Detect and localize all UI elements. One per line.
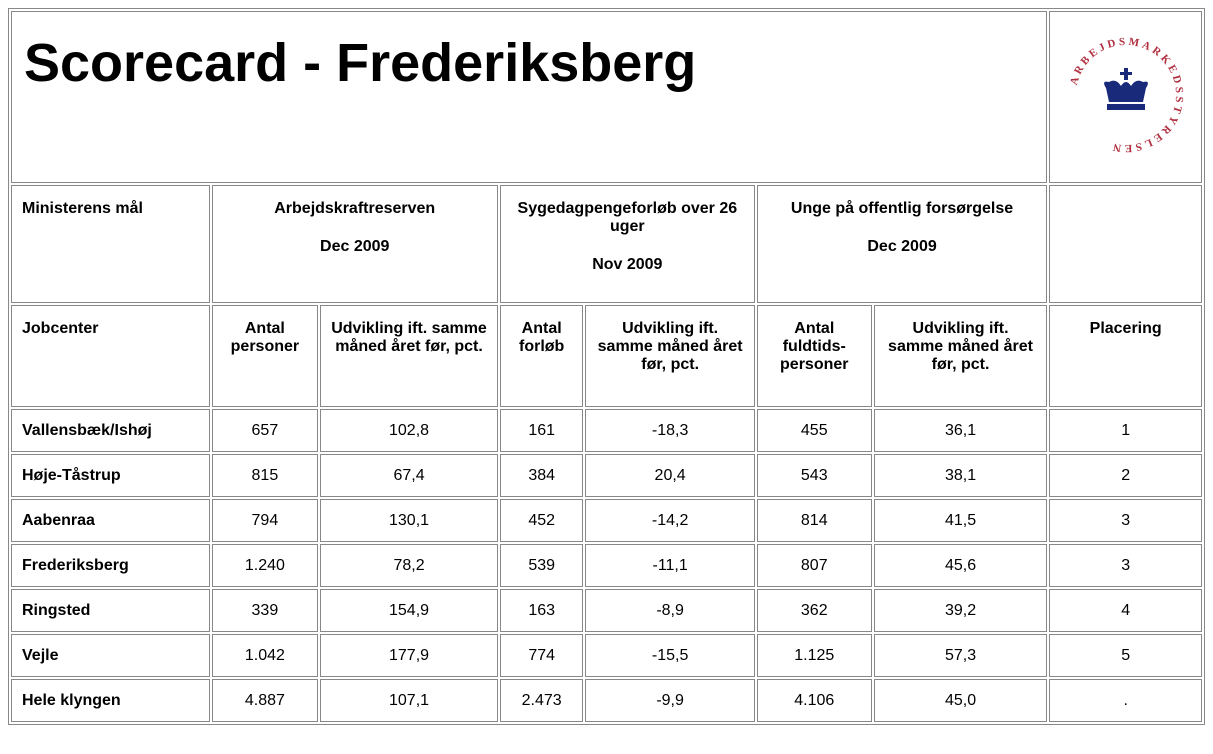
- cell: 814: [756, 499, 872, 542]
- group-date: Nov 2009: [592, 256, 663, 273]
- cell: 539: [499, 544, 584, 587]
- cell: 177,9: [320, 634, 498, 677]
- group-date: Dec 2009: [867, 238, 937, 255]
- column-header: Udvikling ift. samme måned året før, pct…: [873, 305, 1048, 407]
- cell: 384: [499, 454, 584, 497]
- cell: 45,0: [873, 679, 1048, 722]
- cell: 78,2: [320, 544, 498, 587]
- column-header: Udvikling ift. samme måned året før, pct…: [585, 305, 755, 407]
- column-header: Udvikling ift. samme måned året før, pct…: [320, 305, 498, 407]
- column-header: Antal forløb: [499, 305, 584, 407]
- cell: 794: [211, 499, 319, 542]
- cell: -9,9: [585, 679, 755, 722]
- title-row: Scorecard - Frederiksberg ARBEJDSMARKEDS…: [11, 11, 1202, 183]
- data-row: Ringsted 339 154,9 163 -8,9 362 39,2 4: [11, 589, 1202, 632]
- data-row: Hele klyngen 4.887 107,1 2.473 -9,9 4.106 45,0…: [11, 679, 1202, 722]
- group-header: Unge på offentlig forsørgelse Dec 2009: [756, 185, 1048, 303]
- cell: 4: [1049, 589, 1202, 632]
- logo-cell: ARBEJDSMARKEDSSTYRELSEN: [1049, 11, 1202, 183]
- cell: 36,1: [873, 409, 1048, 452]
- cell: 452: [499, 499, 584, 542]
- cell: .: [1049, 679, 1202, 722]
- cell: 4.887: [211, 679, 319, 722]
- column-header: Antal personer: [211, 305, 319, 407]
- cell: 3: [1049, 544, 1202, 587]
- crown: [1103, 67, 1148, 110]
- data-row: Vallensbæk/Ishøj 657 102,8 161 -18,3 455 36,1 1: [11, 409, 1202, 452]
- cell: -8,9: [585, 589, 755, 632]
- table-body: Scorecard - Frederiksberg ARBEJDSMARKEDS…: [11, 11, 1202, 722]
- title: Scorecard - Frederiksberg: [11, 11, 1048, 183]
- cell: 5: [1049, 634, 1202, 677]
- cell: 163: [499, 589, 584, 632]
- cell: 38,1: [873, 454, 1048, 497]
- cell: 339: [211, 589, 319, 632]
- data-row: Frederiksberg 1.240 78,2 539 -11,1 807 45,6 3: [11, 544, 1202, 587]
- cell: 362: [756, 589, 872, 632]
- cell: 41,5: [873, 499, 1048, 542]
- row-label: Jobcenter: [11, 305, 210, 407]
- cell: 1.042: [211, 634, 319, 677]
- cell: 130,1: [320, 499, 498, 542]
- empty-cell: [1049, 185, 1202, 303]
- cell: 45,6: [873, 544, 1048, 587]
- cell: 543: [756, 454, 872, 497]
- group-title: Arbejdskraftreserven: [274, 200, 436, 217]
- cell: 102,8: [320, 409, 498, 452]
- cell: -18,3: [585, 409, 755, 452]
- column-header: Placering: [1049, 305, 1202, 407]
- scorecard-table: Scorecard - Frederiksberg ARBEJDSMARKEDS…: [8, 8, 1205, 725]
- cell: 57,3: [873, 634, 1048, 677]
- row-name: Ringsted: [11, 589, 210, 632]
- cell: 161: [499, 409, 584, 452]
- cell: 815: [211, 454, 319, 497]
- group-title: Unge på offentlig forsørgelse: [790, 200, 1014, 217]
- row-name: Aabenraa: [11, 499, 210, 542]
- cell: -14,2: [585, 499, 755, 542]
- column-row: Jobcenter Antal personer Udvikling ift. s…: [11, 305, 1202, 407]
- cell: 2: [1049, 454, 1202, 497]
- cell: 67,4: [320, 454, 498, 497]
- cell: 39,2: [873, 589, 1048, 632]
- cell: 4.106: [756, 679, 872, 722]
- cell: 1.240: [211, 544, 319, 587]
- goal-label: Ministerens mål: [11, 185, 210, 303]
- cell: 1: [1049, 409, 1202, 452]
- group-header: Arbejdskraftreserven Dec 2009: [211, 185, 498, 303]
- group-title: Sygedagpengeforløb over 26 uger: [517, 200, 738, 235]
- cell: 807: [756, 544, 872, 587]
- group-row: Ministerens mål Arbejdskraftreserven Dec …: [11, 185, 1202, 303]
- cell: -11,1: [585, 544, 755, 587]
- cell: 2.473: [499, 679, 584, 722]
- cell: 154,9: [320, 589, 498, 632]
- logo: ARBEJDSMARKEDSSTYRELSEN: [1068, 35, 1182, 153]
- row-name: Vejle: [11, 634, 210, 677]
- data-row: Høje-Tåstrup 815 67,4 384 20,4 543 38,1 2: [11, 454, 1202, 497]
- data-row: Aabenraa 794 130,1 452 -14,2 814 41,5 3: [11, 499, 1202, 542]
- row-name: Høje-Tåstrup: [11, 454, 210, 497]
- row-name: Hele klyngen: [11, 679, 210, 722]
- group-header: Sygedagpengeforløb over 26 uger Nov 2009: [499, 185, 755, 303]
- cell: 774: [499, 634, 584, 677]
- row-name: Frederiksberg: [11, 544, 210, 587]
- cell: 657: [211, 409, 319, 452]
- data-row: Vejle 1.042 177,9 774 -15,5 1.125 57,3 5: [11, 634, 1202, 677]
- cell: -15,5: [585, 634, 755, 677]
- column-header: Antal fuldtids-personer: [756, 305, 872, 407]
- cell: 107,1: [320, 679, 498, 722]
- group-date: Dec 2009: [320, 238, 390, 255]
- row-name: Vallensbæk/Ishøj: [11, 409, 210, 452]
- cell: 3: [1049, 499, 1202, 542]
- cell: 455: [756, 409, 872, 452]
- cell: 1.125: [756, 634, 872, 677]
- cell: 20,4: [585, 454, 755, 497]
